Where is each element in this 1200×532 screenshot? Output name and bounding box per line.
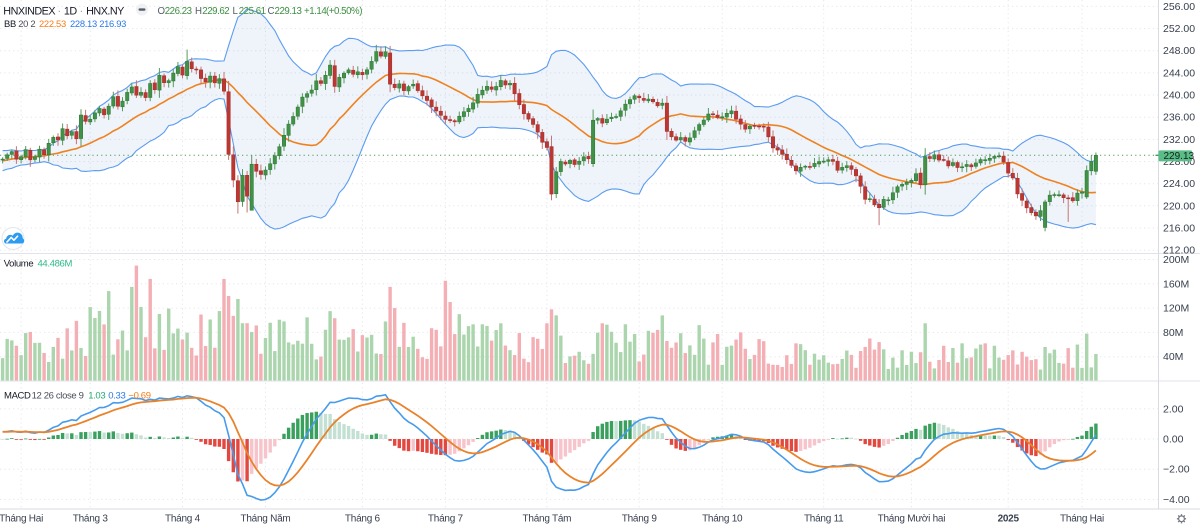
svg-text:Tháng 7: Tháng 7 bbox=[428, 514, 464, 525]
svg-text:256.00: 256.00 bbox=[1163, 1, 1195, 13]
svg-text:160M: 160M bbox=[1163, 278, 1189, 290]
svg-text:229.13: 229.13 bbox=[1164, 151, 1195, 162]
svg-text:Tháng Tám: Tháng Tám bbox=[523, 514, 572, 525]
svg-text:MACD12 26 close 91.030.33−0.69: MACD12 26 close 9 1.03 0.33 −0.69 bbox=[4, 391, 151, 402]
svg-text:212.00: 212.00 bbox=[1163, 245, 1195, 257]
svg-text:Tháng Mười hai: Tháng Mười hai bbox=[878, 514, 946, 525]
svg-text:232.00: 232.00 bbox=[1163, 134, 1195, 146]
svg-text:240.00: 240.00 bbox=[1163, 90, 1195, 102]
svg-text:Tháng 3: Tháng 3 bbox=[73, 514, 109, 525]
svg-text:2.00: 2.00 bbox=[1163, 403, 1184, 415]
svg-text:80M: 80M bbox=[1163, 327, 1183, 339]
svg-text:236.00: 236.00 bbox=[1163, 112, 1195, 124]
svg-text:2025: 2025 bbox=[998, 514, 1020, 525]
svg-text:Tháng Hai: Tháng Hai bbox=[1060, 514, 1104, 525]
svg-text:244.00: 244.00 bbox=[1163, 67, 1195, 79]
svg-text:Tháng Năm: Tháng Năm bbox=[241, 514, 291, 525]
svg-text:200M: 200M bbox=[1163, 254, 1189, 266]
svg-text:252.00: 252.00 bbox=[1163, 23, 1195, 35]
svg-text:Tháng 9: Tháng 9 bbox=[622, 514, 658, 525]
svg-text:Tháng 4: Tháng 4 bbox=[165, 514, 201, 525]
svg-text:Tháng 10: Tháng 10 bbox=[702, 514, 743, 525]
svg-text:120M: 120M bbox=[1163, 303, 1189, 315]
svg-text:Tháng Hai: Tháng Hai bbox=[0, 514, 43, 525]
svg-text:216.00: 216.00 bbox=[1163, 223, 1195, 235]
svg-text:248.00: 248.00 bbox=[1163, 45, 1195, 57]
svg-text:−2.00: −2.00 bbox=[1163, 464, 1190, 476]
svg-text:40M: 40M bbox=[1163, 351, 1183, 363]
svg-text:224.00: 224.00 bbox=[1163, 178, 1195, 190]
svg-text:HNXINDEX·1D·HNX.NY: HNXINDEX · 1D · HNX.NY bbox=[3, 6, 124, 18]
svg-text:Tháng 11: Tháng 11 bbox=[804, 514, 844, 525]
svg-text:Tháng 6: Tháng 6 bbox=[345, 514, 381, 525]
svg-text:220.00: 220.00 bbox=[1163, 200, 1195, 212]
svg-text:−4.00: −4.00 bbox=[1163, 494, 1190, 506]
svg-text:0.00: 0.00 bbox=[1163, 434, 1184, 446]
